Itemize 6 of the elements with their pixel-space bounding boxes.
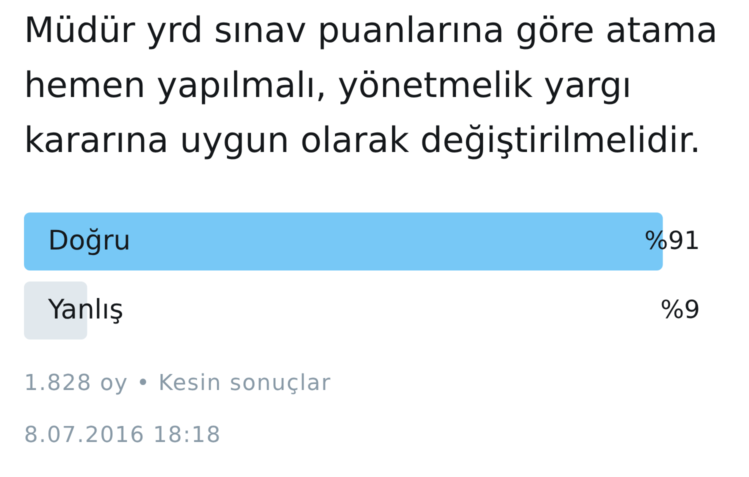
data-label: %9	[660, 295, 700, 324]
y-tick-label: Doğru	[48, 226, 131, 257]
y-tick-label: Yanlış	[47, 294, 124, 326]
chart-title: Müdür yrd sınav puanlarına göre atama hemen yapılmalı, yönetmelik yargı kararına uygun olarak değiştirilmelidir.	[24, 10, 719, 163]
text: 1.828 oy • Kesin sonuçlar	[24, 370, 332, 398]
text: 8.07.2016 18:18	[24, 422, 222, 450]
